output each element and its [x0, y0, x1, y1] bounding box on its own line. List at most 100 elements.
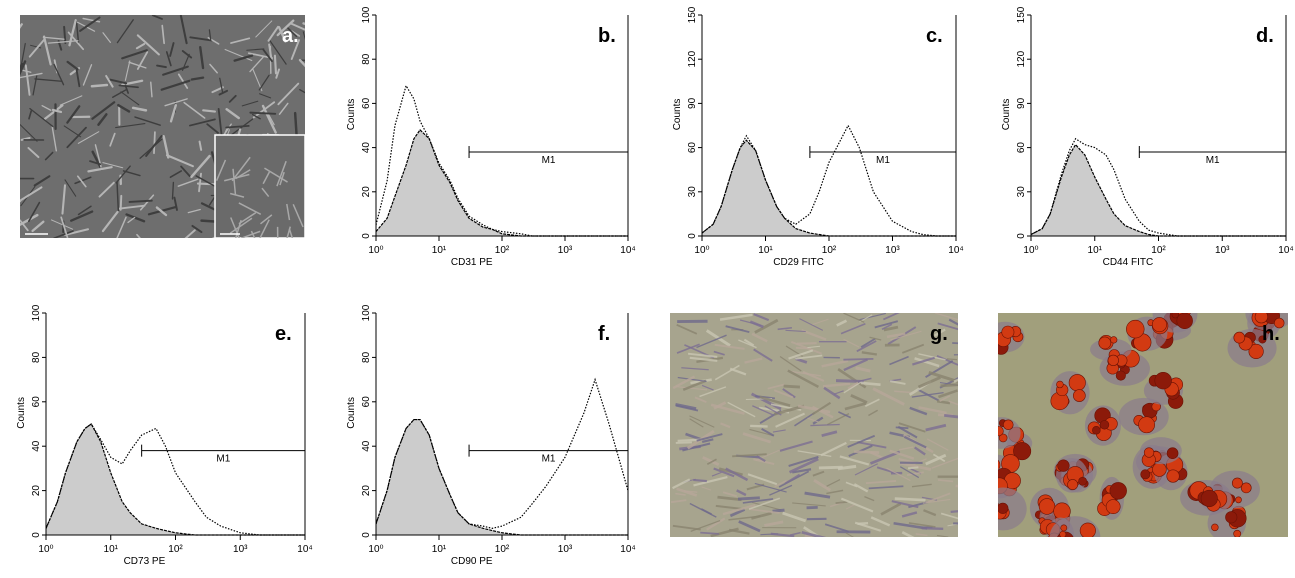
cell [677, 376, 707, 383]
droplet [1154, 371, 1172, 390]
cell [812, 416, 824, 425]
cell [262, 48, 273, 63]
droplet [998, 502, 999, 508]
cell [696, 334, 727, 349]
cell [914, 357, 940, 368]
cell [850, 393, 868, 404]
phase-contrast-image [20, 15, 305, 238]
cell [42, 35, 52, 66]
cell [779, 440, 813, 452]
cell [231, 156, 251, 182]
y-tick-label: 120 [687, 50, 698, 67]
cell [101, 210, 119, 233]
cell [859, 313, 886, 321]
cell [785, 329, 806, 333]
cell [34, 78, 63, 82]
cell [109, 132, 116, 147]
cell [683, 490, 698, 493]
cell-cluster [998, 487, 1027, 531]
histogram-area [702, 140, 956, 236]
cell [843, 381, 862, 394]
cell [164, 98, 188, 107]
cell [215, 159, 227, 181]
cell [91, 101, 116, 120]
cell [219, 77, 224, 94]
cell [292, 204, 304, 228]
cell [843, 357, 874, 361]
cell [189, 36, 213, 42]
cell [302, 22, 305, 26]
cell [915, 533, 928, 537]
cell [33, 175, 51, 187]
x-tick-label: 10² [1151, 245, 1166, 256]
cell [51, 108, 63, 114]
cell [218, 89, 229, 96]
cell [53, 63, 65, 86]
cell [783, 384, 801, 389]
cell [898, 422, 926, 433]
cell [60, 216, 69, 238]
cell [66, 126, 87, 149]
cell [232, 168, 237, 196]
droplet [1067, 538, 1077, 548]
x-tick-label: 10³ [233, 544, 248, 555]
cell [957, 384, 958, 387]
cell [868, 485, 904, 490]
cell [922, 498, 951, 504]
droplet [1152, 462, 1167, 477]
cell [777, 326, 792, 331]
cell [700, 531, 719, 535]
cell [151, 15, 163, 20]
cell [120, 91, 140, 106]
cell [249, 111, 277, 115]
cell [217, 107, 223, 140]
droplet [1099, 420, 1110, 430]
cell [835, 500, 848, 505]
y-tick-label: 80 [31, 351, 42, 363]
cell [713, 401, 727, 410]
cell [843, 338, 860, 348]
droplet [998, 426, 1004, 437]
droplet [1248, 343, 1264, 360]
droplet [1171, 313, 1180, 319]
cell [24, 64, 31, 96]
cell [109, 78, 128, 85]
y-tick-label: 90 [1016, 97, 1027, 109]
cell [61, 184, 67, 215]
cell [155, 206, 168, 217]
cell [700, 508, 713, 516]
cell [821, 430, 838, 438]
y-tick-label: 30 [687, 186, 698, 198]
cell [847, 381, 859, 390]
droplet [1107, 354, 1119, 367]
cell [689, 418, 704, 428]
cell [795, 346, 811, 350]
droplet [979, 485, 997, 503]
histogram-line [375, 377, 629, 529]
cell [933, 328, 946, 337]
cell [41, 105, 52, 111]
droplet [1105, 499, 1121, 515]
cell [889, 380, 906, 385]
cell [906, 471, 924, 476]
histogram-area [376, 129, 628, 236]
y-tick-label: 40 [31, 440, 42, 452]
cell [787, 369, 819, 388]
cell [713, 467, 735, 478]
cell [290, 30, 301, 37]
cell [28, 110, 33, 120]
cell [918, 406, 947, 415]
stain-image-h [979, 313, 1288, 548]
cell [180, 165, 191, 178]
cell [233, 54, 254, 62]
y-tick-label: 0 [31, 532, 42, 538]
x-tick-label: 10⁰ [368, 544, 383, 555]
cell [238, 202, 262, 216]
cell [865, 480, 897, 485]
marker-label: M1 [876, 155, 890, 166]
cell [901, 531, 915, 537]
marker-label: M1 [216, 454, 230, 465]
cell [59, 95, 83, 106]
x-tick-label: 10¹ [432, 544, 447, 555]
cell [706, 517, 726, 531]
